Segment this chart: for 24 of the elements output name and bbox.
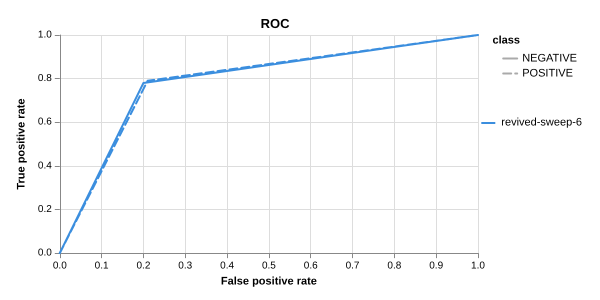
y-tick-label: 0.6 [38, 116, 52, 128]
chart-title: ROC [260, 16, 290, 31]
text: POSITIVE [522, 68, 573, 80]
x-tick-label: 1.0 [471, 260, 486, 272]
legend-title: class [492, 34, 520, 46]
x-tick-label: 0.8 [387, 260, 402, 272]
x-tick-label: 0.4 [220, 260, 234, 272]
x-tick-label: 0.2 [136, 260, 151, 272]
y-tick-label: 1.0 [38, 30, 52, 40]
x-tick-label: 0.3 [178, 260, 193, 272]
y-tick-label: 0.2 [38, 204, 52, 215]
text: revived-sweep-6 [501, 116, 582, 128]
y-tick-label: 0.4 [38, 160, 52, 172]
x-tick-label: 0.7 [346, 260, 360, 272]
x-tick-label: 0.5 [262, 260, 276, 272]
x-axis-title: False positive rate [220, 276, 317, 288]
text: NEGATIVE [522, 52, 578, 64]
y-tick-label: 0.0 [38, 248, 52, 259]
y-tick-label: 0.8 [38, 73, 52, 84]
x-tick-label: 0.0 [52, 260, 68, 272]
x-tick-label: 0.1 [94, 260, 110, 272]
x-tick-label: 0.6 [304, 260, 318, 272]
y-axis-title: True positive rate [16, 98, 28, 190]
x-tick-label: 0.9 [429, 260, 444, 272]
